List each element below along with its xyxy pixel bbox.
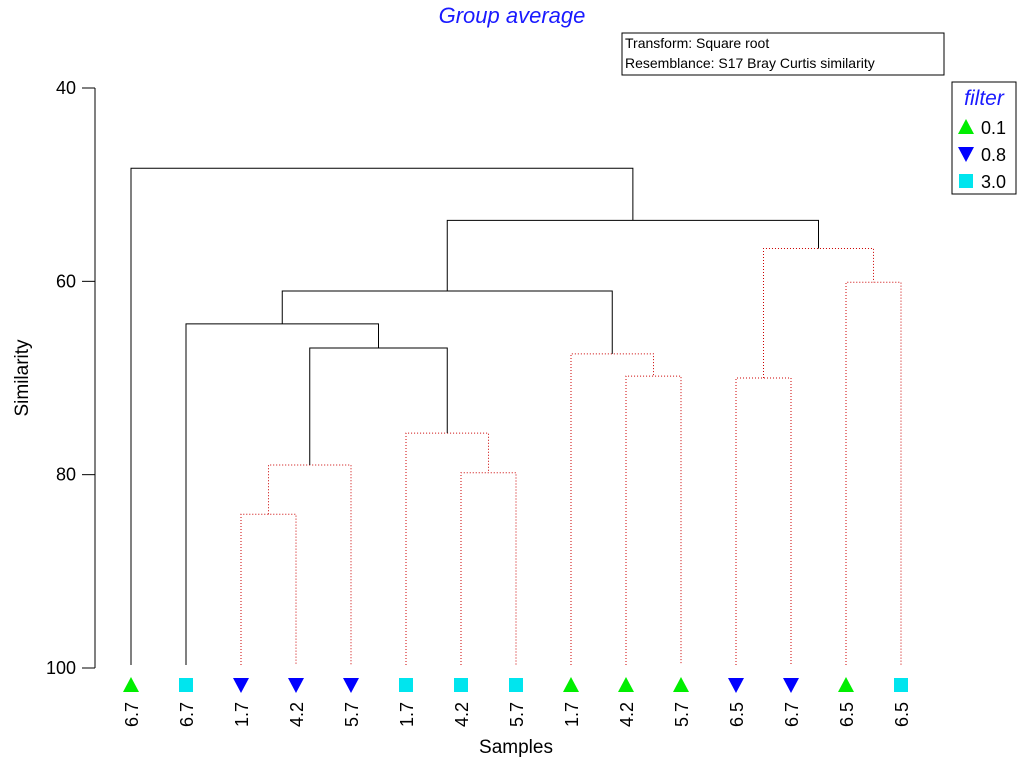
dendrogram-branch [405, 432, 489, 665]
sample-marker [509, 678, 523, 692]
dendrogram-branch [240, 513, 297, 665]
info-box: Transform: Square root Resemblance: S17 … [621, 32, 945, 76]
y-tick-label: 60 [56, 271, 76, 291]
legend-marker [958, 119, 974, 134]
dendrogram-branches [130, 167, 902, 665]
legend-marker [959, 174, 973, 188]
sample-marker [288, 678, 304, 693]
sample-marker [454, 678, 468, 692]
legend-title: filter [964, 87, 1005, 110]
sample-label: 4.2 [452, 702, 472, 727]
info-box-frame [621, 32, 945, 76]
sample-marker [894, 678, 908, 692]
sample-label: 1.7 [232, 702, 252, 727]
y-axis: 40 60 80 100 [46, 78, 96, 678]
sample-marker [179, 678, 193, 692]
sample-marker [618, 677, 634, 692]
sample-label: 4.2 [287, 702, 307, 727]
sample-marker [783, 678, 799, 693]
dendrogram-branch [460, 472, 517, 665]
sample-marker [728, 678, 744, 693]
dendrogram-branch [446, 219, 819, 291]
y-tick-label: 100 [46, 658, 76, 678]
legend-entry-label: 0.8 [981, 145, 1006, 165]
dendrogram-branch [130, 167, 634, 665]
sample-marker [399, 678, 413, 692]
sample-label: 5.7 [342, 702, 362, 727]
legend-entry-label: 3.0 [981, 172, 1006, 192]
info-resemblance: Resemblance: S17 Bray Curtis similarity [625, 55, 875, 71]
dendrogram-branch [268, 464, 352, 665]
sample-marker [673, 677, 689, 692]
dendrogram-branch [281, 290, 613, 354]
y-tick-label: 40 [56, 78, 76, 98]
sample-label: 5.7 [672, 702, 692, 727]
sample-label: 1.7 [562, 702, 582, 727]
sample-label: 5.7 [507, 702, 527, 727]
dendrogram-branch [185, 323, 379, 665]
dendrogram-branch [625, 375, 682, 665]
chart-title: Group average [439, 3, 586, 28]
dendrogram-branch [309, 347, 448, 465]
x-axis-label: Samples [479, 737, 553, 758]
sample-markers [123, 677, 908, 693]
sample-labels: 6.7 6.7 1.7 4.2 5.7 1.7 4.2 5.7 1.7 4.2 5.7 6.5 6.7 6… [122, 702, 912, 727]
sample-label: 6.7 [122, 702, 142, 727]
sample-marker [343, 678, 359, 693]
sample-marker [838, 677, 854, 692]
sample-label: 6.5 [727, 702, 747, 727]
sample-marker [563, 677, 579, 692]
legend-entry-label: 0.1 [981, 118, 1006, 138]
y-axis-label: Similarity [12, 339, 33, 417]
sample-label: 6.5 [892, 702, 912, 727]
y-tick-label: 80 [56, 465, 76, 485]
legend-marker [958, 147, 974, 162]
info-transform: Transform: Square root [625, 35, 769, 51]
sample-marker [233, 678, 249, 693]
sample-label: 6.7 [782, 702, 802, 727]
dendrogram-branch [735, 377, 792, 665]
sample-marker [123, 677, 139, 692]
dendrogram-branch [570, 353, 654, 665]
sample-label: 1.7 [397, 702, 417, 727]
sample-label: 6.5 [837, 702, 857, 727]
sample-label: 4.2 [617, 702, 637, 727]
dendrogram-branch [763, 247, 874, 378]
dendrogram-branch [845, 281, 902, 665]
legend: filter 0.1 0.8 3.0 [951, 81, 1017, 195]
sample-label: 6.7 [177, 702, 197, 727]
